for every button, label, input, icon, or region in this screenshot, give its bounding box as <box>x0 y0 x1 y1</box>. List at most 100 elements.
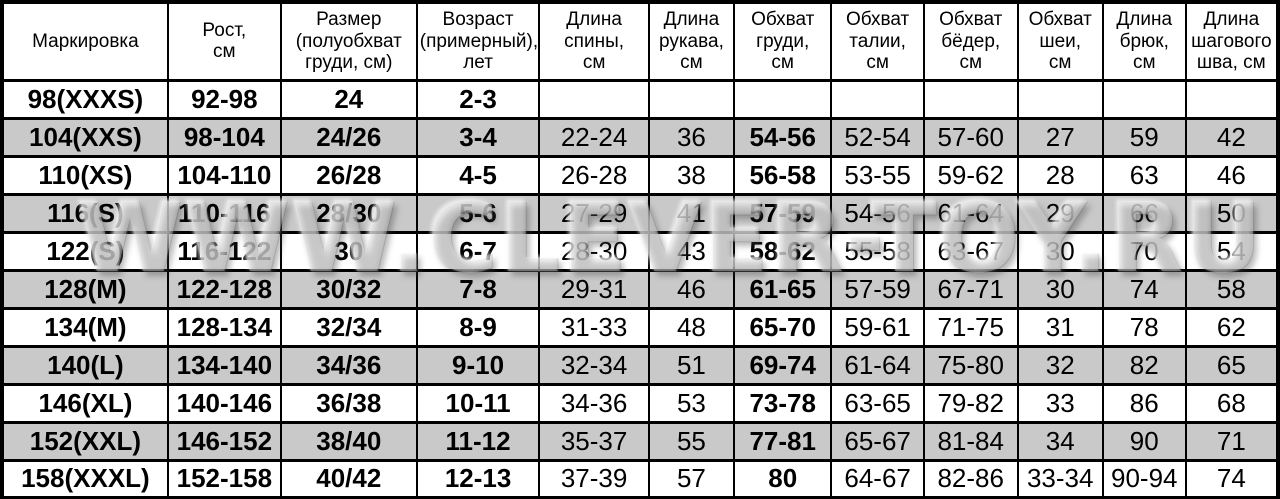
value-cell: 46 <box>1184 154 1280 196</box>
value-cell: 32 <box>1016 344 1104 386</box>
value-cell: 32-34 <box>538 344 650 386</box>
value-cell: 64-67 <box>830 458 925 499</box>
value-cell: 63-65 <box>830 382 925 424</box>
value-cell: 4-5 <box>415 154 541 196</box>
row-label-cell: 134(M) <box>1 306 169 348</box>
value-cell: 134-140 <box>166 344 282 386</box>
value-cell: 71-75 <box>922 306 1019 348</box>
value-cell <box>1101 78 1187 120</box>
value-cell: 43 <box>647 230 736 272</box>
value-cell <box>830 78 925 120</box>
row-label-cell: 98(XXXS) <box>1 78 169 120</box>
value-cell: 54-56 <box>733 116 833 158</box>
value-cell: 71 <box>1184 420 1280 462</box>
value-cell: 34-36 <box>538 382 650 424</box>
table-body: 98(XXXS) 92-98 24 2-3 104(XXS) 98-104 24/26 3-4… <box>1 78 1280 499</box>
value-cell: 3-4 <box>415 116 541 158</box>
value-cell: 35-37 <box>538 420 650 462</box>
value-cell: 37-39 <box>538 458 650 499</box>
column-header: Обхват бёдер, см <box>922 0 1019 82</box>
value-cell: 67-71 <box>922 268 1019 310</box>
value-cell: 59-62 <box>922 154 1019 196</box>
row-label-cell: 128(M) <box>1 268 169 310</box>
value-cell: 30/32 <box>279 268 418 310</box>
value-cell: 73-78 <box>733 382 833 424</box>
value-cell: 27 <box>1016 116 1104 158</box>
column-header: Возраст (примерный), лет <box>415 0 541 82</box>
value-cell: 29 <box>1016 192 1104 234</box>
value-cell: 30 <box>279 230 418 272</box>
value-cell: 34 <box>1016 420 1104 462</box>
table-row: 116(S) 110-116 28/30 5-6 27-29 41 57-59 54-56 61… <box>1 192 1280 234</box>
value-cell <box>538 78 650 120</box>
value-cell: 62 <box>1184 306 1280 348</box>
value-cell: 116-122 <box>166 230 282 272</box>
value-cell: 24/26 <box>279 116 418 158</box>
value-cell: 69-74 <box>733 344 833 386</box>
value-cell: 128-134 <box>166 306 282 348</box>
row-label-cell: 152(XXL) <box>1 420 169 462</box>
table-header-row: Маркировка Рост, см Размер (полуобхват гру… <box>1 0 1280 82</box>
value-cell: 50 <box>1184 192 1280 234</box>
table-row: 122(S) 116-122 30 6-7 28-30 43 58-62 55-58 63-67… <box>1 230 1280 272</box>
column-header: Длина рукава, см <box>647 0 736 82</box>
value-cell: 32/34 <box>279 306 418 348</box>
row-label-cell: 146(XL) <box>1 382 169 424</box>
value-cell: 75-80 <box>922 344 1019 386</box>
value-cell: 152-158 <box>166 458 282 499</box>
value-cell: 53 <box>647 382 736 424</box>
value-cell <box>733 78 833 120</box>
value-cell: 58-62 <box>733 230 833 272</box>
value-cell: 28-30 <box>538 230 650 272</box>
table-row: 128(M) 122-128 30/32 7-8 29-31 46 61-65 57-59 67… <box>1 268 1280 310</box>
value-cell: 56-58 <box>733 154 833 196</box>
value-cell: 2-3 <box>415 78 541 120</box>
value-cell: 5-6 <box>415 192 541 234</box>
value-cell: 51 <box>647 344 736 386</box>
value-cell: 8-9 <box>415 306 541 348</box>
table-row: 152(XXL) 146-152 38/40 11-12 35-37 55 77-81 65-… <box>1 420 1280 462</box>
column-header: Обхват груди, см <box>733 0 833 82</box>
table-row: 140(L) 134-140 34/36 9-10 32-34 51 69-74 61-64 7… <box>1 344 1280 386</box>
column-header: Рост, см <box>166 0 282 82</box>
value-cell: 79-82 <box>922 382 1019 424</box>
value-cell: 98-104 <box>166 116 282 158</box>
row-label-cell: 122(S) <box>1 230 169 272</box>
value-cell: 68 <box>1184 382 1280 424</box>
value-cell: 36 <box>647 116 736 158</box>
value-cell: 57-59 <box>830 268 925 310</box>
value-cell: 28 <box>1016 154 1104 196</box>
value-cell: 122-128 <box>166 268 282 310</box>
table-row: 104(XXS) 98-104 24/26 3-4 22-24 36 54-56 52-54 5… <box>1 116 1280 158</box>
value-cell: 55 <box>647 420 736 462</box>
value-cell <box>1184 78 1280 120</box>
value-cell: 86 <box>1101 382 1187 424</box>
value-cell: 57-59 <box>733 192 833 234</box>
value-cell: 33 <box>1016 382 1104 424</box>
column-header: Длина брюк, см <box>1101 0 1187 82</box>
value-cell: 31 <box>1016 306 1104 348</box>
value-cell: 61-65 <box>733 268 833 310</box>
value-cell: 77-81 <box>733 420 833 462</box>
row-label-cell: 104(XXS) <box>1 116 169 158</box>
value-cell: 104-110 <box>166 154 282 196</box>
value-cell: 38 <box>647 154 736 196</box>
column-header: Обхват талии, см <box>830 0 925 82</box>
value-cell: 59 <box>1101 116 1187 158</box>
value-cell: 57 <box>647 458 736 499</box>
value-cell: 74 <box>1101 268 1187 310</box>
value-cell: 92-98 <box>166 78 282 120</box>
value-cell: 74 <box>1184 458 1280 499</box>
table-row: 134(M) 128-134 32/34 8-9 31-33 48 65-70 59-61 71… <box>1 306 1280 348</box>
value-cell: 63 <box>1101 154 1187 196</box>
value-cell: 29-31 <box>538 268 650 310</box>
column-header: Маркировка <box>1 0 169 82</box>
value-cell: 54-56 <box>830 192 925 234</box>
value-cell: 63-67 <box>922 230 1019 272</box>
value-cell: 55-58 <box>830 230 925 272</box>
value-cell: 34/36 <box>279 344 418 386</box>
value-cell: 90-94 <box>1101 458 1187 499</box>
table-row: 98(XXXS) 92-98 24 2-3 <box>1 78 1280 120</box>
